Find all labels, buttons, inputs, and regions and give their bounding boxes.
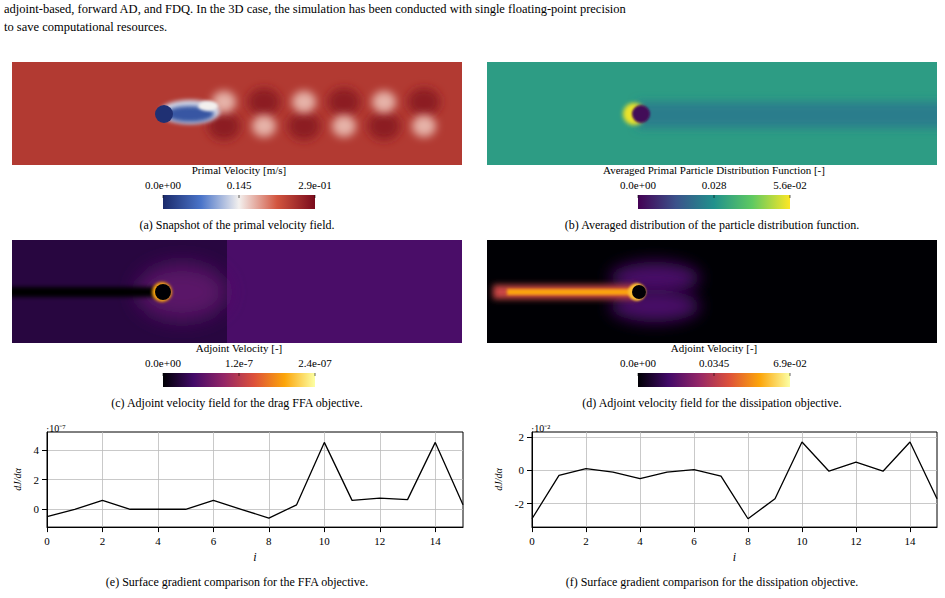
svg-text:14: 14 (905, 535, 917, 547)
svg-text:0: 0 (44, 535, 50, 547)
svg-text:(c) Adjoint velocity field for: (c) Adjoint velocity field for the drag … (111, 396, 362, 410)
svg-text:(e) Surface gradient compariso: (e) Surface gradient comparison for the … (106, 575, 368, 589)
svg-text:0.0e+00: 0.0e+00 (145, 357, 181, 369)
svg-text:0: 0 (519, 464, 525, 476)
svg-text:Adjoint Velocity [-]: Adjoint Velocity [-] (196, 342, 283, 354)
svg-text:(f) Surface gradient compariso: (f) Surface gradient comparison for the … (566, 575, 859, 589)
svg-text:·10⁻²: ·10⁻² (531, 423, 550, 434)
svg-text:0.0e+00: 0.0e+00 (620, 179, 656, 191)
svg-text:Adjoint Velocity [-]: Adjoint Velocity [-] (671, 342, 758, 354)
svg-text:(b) Averaged distribution of t: (b) Averaged distribution of the particl… (565, 218, 859, 232)
svg-text:4: 4 (34, 444, 40, 456)
svg-text:12: 12 (851, 535, 862, 547)
svg-text:dJ/dα: dJ/dα (12, 468, 23, 491)
svg-text:6: 6 (691, 535, 697, 547)
svg-text:(a) Snapshot of the primal vel: (a) Snapshot of the primal velocity fiel… (140, 218, 335, 232)
svg-text:2: 2 (34, 474, 40, 486)
svg-text:(d) Adjoint velocity field for: (d) Adjoint velocity field for the dissi… (582, 396, 841, 410)
svg-text:0.0e+00: 0.0e+00 (145, 179, 181, 191)
svg-text:1.2e-7: 1.2e-7 (225, 357, 253, 369)
svg-text:10: 10 (319, 535, 331, 547)
svg-text:0.0345: 0.0345 (699, 357, 730, 369)
svg-text:0: 0 (34, 503, 40, 515)
svg-text:-2: -2 (515, 498, 524, 510)
svg-text:2.9e-01: 2.9e-01 (298, 179, 331, 191)
svg-text:5.6e-02: 5.6e-02 (773, 179, 806, 191)
svg-text:2: 2 (519, 431, 525, 443)
svg-text:dJ/dα: dJ/dα (493, 468, 504, 491)
svg-text:0.028: 0.028 (702, 179, 727, 191)
svg-text:Primal Velocity [m/s]: Primal Velocity [m/s] (192, 164, 287, 176)
svg-text:10: 10 (797, 535, 809, 547)
svg-text:12: 12 (374, 535, 385, 547)
svg-text:8: 8 (745, 535, 751, 547)
svg-text:6: 6 (211, 535, 217, 547)
svg-text:i: i (733, 550, 736, 564)
svg-text:2: 2 (583, 535, 589, 547)
svg-text:8: 8 (266, 535, 272, 547)
svg-text:0.145: 0.145 (227, 179, 252, 191)
svg-text:Averaged Primal Particle Distr: Averaged Primal Particle Distribution Fu… (603, 164, 825, 176)
svg-text:0: 0 (529, 535, 535, 547)
svg-text:2: 2 (100, 535, 106, 547)
svg-text:2.4e-07: 2.4e-07 (298, 357, 332, 369)
svg-text:4: 4 (637, 535, 643, 547)
svg-text:4: 4 (155, 535, 161, 547)
svg-text:6.9e-02: 6.9e-02 (773, 357, 806, 369)
svg-text:14: 14 (430, 535, 442, 547)
svg-text:to save computational resource: to save computational resources. (4, 20, 167, 34)
svg-text:0.0e+00: 0.0e+00 (620, 357, 656, 369)
svg-text:·10⁻⁷: ·10⁻⁷ (46, 423, 66, 434)
svg-text:i: i (253, 550, 256, 564)
svg-text:adjoint-based, forward AD, and: adjoint-based, forward AD, and FDQ. In t… (4, 2, 626, 16)
